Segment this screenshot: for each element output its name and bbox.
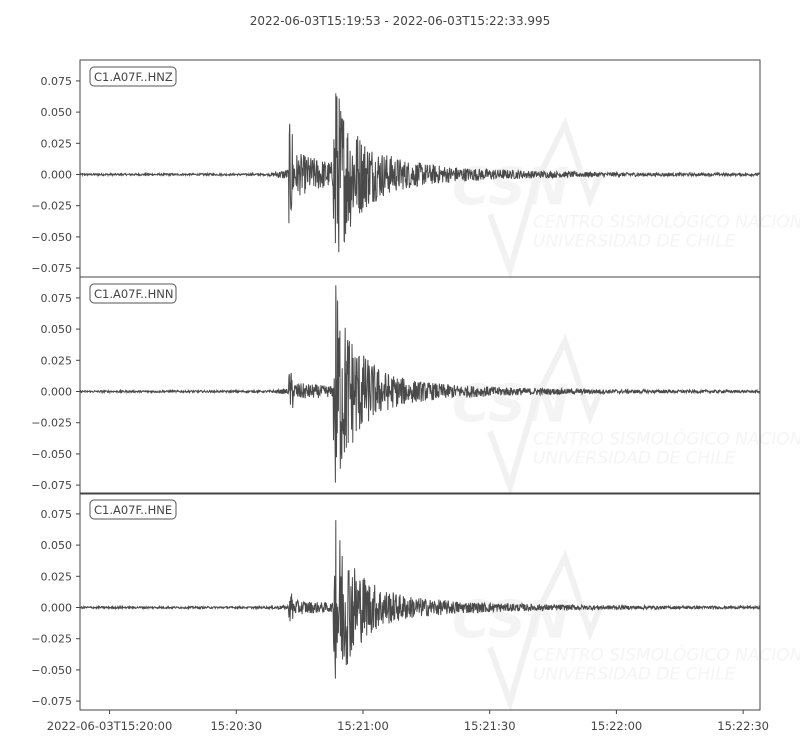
y-tick-label: 0.075 — [41, 292, 73, 305]
x-tick-label: 15:22:00 — [591, 719, 643, 733]
chart-title: 2022-06-03T15:19:53 - 2022-06-03T15:22:3… — [250, 14, 551, 28]
y-tick-label: −0.050 — [31, 664, 72, 677]
y-tick-label: 0.025 — [41, 354, 73, 367]
svg-text:CSN: CSN — [452, 591, 569, 651]
y-tick-label: 0.000 — [41, 602, 73, 615]
y-tick-label: −0.075 — [31, 695, 72, 708]
waveform-trace — [79, 93, 760, 253]
y-tick-label: 0.050 — [41, 539, 73, 552]
y-tick-label: −0.075 — [31, 479, 72, 492]
x-tick-label: 15:20:30 — [210, 719, 262, 733]
trace-label: C1.A07F..HNZ — [89, 66, 177, 87]
y-tick-label: −0.050 — [31, 231, 72, 244]
svg-text:UNIVERSIDAD DE CHILE: UNIVERSIDAD DE CHILE — [533, 665, 736, 685]
y-tick-label: −0.025 — [31, 633, 72, 646]
svg-text:C1.A07F..HNE: C1.A07F..HNE — [94, 503, 172, 517]
y-tick-label: 0.050 — [41, 106, 73, 119]
axes-frame — [79, 276, 761, 495]
svg-text:C1.A07F..HNN: C1.A07F..HNN — [94, 287, 173, 301]
svg-text:CENTRO SISMOLÓGICO NACIONAL: CENTRO SISMOLÓGICO NACIONAL — [533, 644, 800, 666]
svg-text:UNIVERSIDAD DE CHILE: UNIVERSIDAD DE CHILE — [533, 232, 736, 252]
y-tick-label: 0.025 — [41, 137, 73, 150]
x-tick-label: 15:21:00 — [337, 719, 389, 733]
x-tick-label: 15:21:30 — [464, 719, 516, 733]
x-tick-label: 2022-06-03T15:20:00 — [47, 719, 173, 733]
y-tick-label: 0.025 — [41, 570, 73, 583]
trace-label: C1.A07F..HNE — [89, 499, 177, 520]
y-tick-label: 0.000 — [41, 169, 73, 182]
x-tick-label: 15:22:30 — [717, 719, 769, 733]
svg-text:UNIVERSIDAD DE CHILE: UNIVERSIDAD DE CHILE — [533, 449, 736, 469]
svg-text:CSN: CSN — [452, 375, 569, 435]
waveform-trace — [79, 285, 760, 483]
y-tick-label: −0.025 — [31, 200, 72, 213]
svg-text:CENTRO SISMOLÓGICO NACIONAL: CENTRO SISMOLÓGICO NACIONAL — [533, 211, 800, 233]
y-tick-label: 0.075 — [41, 75, 73, 88]
y-tick-label: −0.025 — [31, 417, 72, 430]
waveform-trace — [79, 520, 761, 679]
svg-text:CENTRO SISMOLÓGICO NACIONAL: CENTRO SISMOLÓGICO NACIONAL — [533, 428, 800, 450]
trace-label: C1.A07F..HNN — [89, 283, 177, 304]
svg-text:CSN: CSN — [452, 158, 569, 218]
y-tick-label: 0.075 — [41, 508, 73, 521]
axes-frame — [79, 492, 761, 711]
y-tick-label: 0.000 — [41, 386, 73, 399]
y-tick-label: −0.050 — [31, 448, 72, 461]
y-tick-label: −0.075 — [31, 262, 72, 275]
svg-text:C1.A07F..HNZ: C1.A07F..HNZ — [94, 70, 173, 84]
y-tick-label: 0.050 — [41, 323, 73, 336]
